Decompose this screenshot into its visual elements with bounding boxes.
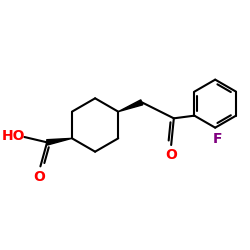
Text: F: F xyxy=(212,132,222,146)
Text: HO: HO xyxy=(2,129,25,143)
Text: O: O xyxy=(165,148,177,162)
Polygon shape xyxy=(47,138,72,145)
Text: O: O xyxy=(33,170,45,183)
Polygon shape xyxy=(118,100,143,112)
